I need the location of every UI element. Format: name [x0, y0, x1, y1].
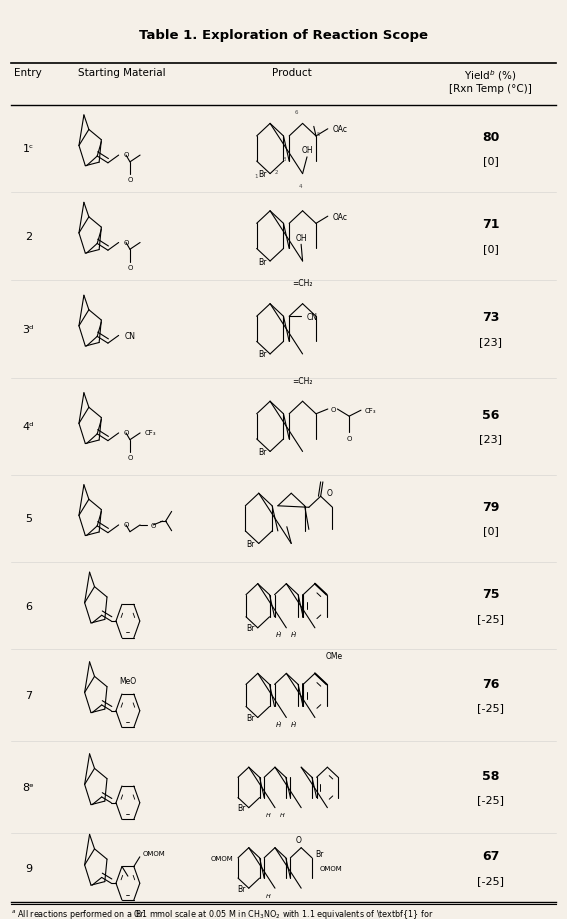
Text: [-25]: [-25] [477, 875, 504, 885]
Text: 56: 56 [482, 408, 499, 422]
Text: [-25]: [-25] [477, 703, 504, 712]
Text: [-25]: [-25] [477, 613, 504, 623]
Text: 5: 5 [25, 514, 32, 524]
Text: 1: 1 [254, 174, 258, 178]
Text: Br: Br [246, 624, 255, 632]
Text: Br: Br [316, 849, 324, 858]
Text: Yield$^b$ (%)
[Rxn Temp (°C)]: Yield$^b$ (%) [Rxn Temp (°C)] [449, 68, 532, 95]
Text: OH: OH [295, 233, 307, 243]
Text: Ḣ: Ḣ [276, 721, 281, 727]
Text: CF₃: CF₃ [145, 429, 156, 436]
Text: O: O [296, 835, 302, 845]
Text: Ḣ: Ḣ [291, 721, 297, 727]
Text: 4: 4 [299, 184, 302, 189]
Text: Br: Br [258, 257, 266, 267]
Text: 3: 3 [282, 157, 286, 162]
Text: Br: Br [258, 170, 266, 179]
Text: OMOM: OMOM [142, 850, 165, 857]
Text: [23]: [23] [479, 434, 502, 444]
Text: 80: 80 [482, 130, 499, 144]
Text: OH: OH [301, 146, 313, 155]
Text: OAc: OAc [332, 125, 347, 134]
Text: O: O [123, 152, 129, 158]
Text: OMOM: OMOM [211, 855, 234, 861]
Text: Br: Br [247, 539, 255, 549]
Text: =CH₂: =CH₂ [293, 279, 313, 288]
Text: OMe: OMe [326, 652, 343, 661]
Text: [0]: [0] [483, 156, 498, 166]
Text: Product: Product [272, 68, 312, 78]
Text: O: O [346, 436, 352, 441]
Text: 67: 67 [482, 849, 499, 863]
Text: 6: 6 [25, 601, 32, 611]
Text: Br: Br [135, 909, 143, 918]
Text: =CH₂: =CH₂ [293, 377, 313, 385]
Text: 8ᵉ: 8ᵉ [23, 783, 34, 792]
Text: 9: 9 [25, 863, 32, 873]
Text: Ḣ: Ḣ [276, 631, 281, 638]
Text: 2: 2 [275, 169, 278, 175]
Text: CN: CN [307, 312, 318, 322]
Text: 7: 7 [25, 691, 32, 700]
Text: 76: 76 [482, 677, 499, 690]
Text: OMOM: OMOM [320, 865, 342, 871]
Text: Br: Br [246, 713, 255, 722]
Text: 75: 75 [482, 587, 499, 601]
Text: Starting Material: Starting Material [78, 68, 166, 78]
Text: O: O [123, 429, 129, 436]
Text: O: O [127, 177, 133, 183]
Text: O: O [150, 522, 155, 528]
Text: 2: 2 [25, 232, 32, 242]
Text: 5: 5 [316, 132, 320, 137]
Text: O: O [327, 488, 332, 497]
Text: Br: Br [238, 803, 246, 812]
Text: 3ᵈ: 3ᵈ [23, 324, 34, 335]
Text: MeO: MeO [119, 676, 137, 686]
Text: O: O [127, 265, 133, 270]
Text: O: O [123, 239, 129, 245]
Text: CF₃: CF₃ [365, 408, 376, 414]
Text: Br: Br [238, 884, 246, 892]
Text: 71: 71 [482, 218, 499, 232]
Text: Ḣ: Ḣ [291, 631, 297, 638]
Text: H: H [266, 892, 270, 898]
Text: Entry: Entry [15, 68, 42, 78]
Text: Br: Br [258, 350, 266, 359]
Text: 58: 58 [482, 769, 499, 782]
Text: O: O [123, 521, 129, 528]
Text: 1ᶜ: 1ᶜ [23, 144, 34, 154]
Text: 6: 6 [294, 109, 298, 115]
Text: CN: CN [125, 332, 136, 341]
Text: O: O [331, 406, 336, 413]
Text: H: H [280, 812, 284, 817]
Text: OAc: OAc [332, 212, 347, 221]
Text: $^a$ All reactions performed on a 0.1 mmol scale at 0.05 M in CH$_3$NO$_2$ with : $^a$ All reactions performed on a 0.1 mm… [11, 907, 434, 919]
Text: O: O [127, 454, 133, 460]
Text: [23]: [23] [479, 336, 502, 346]
Text: [0]: [0] [483, 244, 498, 254]
Text: Table 1. Exploration of Reaction Scope: Table 1. Exploration of Reaction Scope [139, 29, 428, 42]
Text: 73: 73 [482, 311, 499, 324]
Text: 79: 79 [482, 500, 499, 514]
Text: [0]: [0] [483, 526, 498, 536]
Text: [-25]: [-25] [477, 795, 504, 804]
Text: 4ᵈ: 4ᵈ [23, 422, 34, 432]
Text: Br: Br [258, 448, 266, 457]
Text: H: H [266, 812, 270, 817]
